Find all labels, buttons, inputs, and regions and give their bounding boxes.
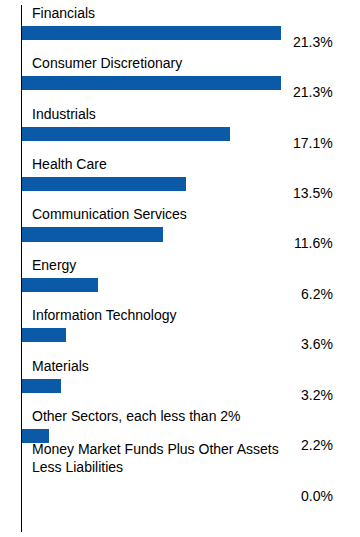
svg-text:21.3%: 21.3%: [293, 84, 333, 100]
svg-text:Energy: Energy: [32, 257, 76, 273]
svg-text:3.2%: 3.2%: [301, 387, 333, 403]
svg-text:11.6%: 11.6%: [294, 235, 333, 251]
svg-text:Financials: Financials: [32, 5, 95, 21]
svg-text:13.5%: 13.5%: [293, 185, 333, 201]
svg-text:Materials: Materials: [32, 358, 89, 374]
svg-text:Consumer Discretionary: Consumer Discretionary: [32, 55, 182, 71]
svg-text:0.0%: 0.0%: [301, 488, 333, 504]
svg-text:Health Care: Health Care: [32, 156, 107, 172]
svg-text:Industrials: Industrials: [32, 106, 96, 122]
svg-text:Money Market Funds Plus Other: Money Market Funds Plus Other AssetsLess…: [32, 441, 279, 475]
svg-text:6.2%: 6.2%: [301, 286, 333, 302]
svg-text:17.1%: 17.1%: [293, 135, 333, 151]
svg-text:Other Sectors, each less than: Other Sectors, each less than 2%: [32, 408, 241, 424]
svg-text:Communication Services: Communication Services: [32, 206, 187, 222]
svg-text:Information Technology: Information Technology: [32, 307, 177, 323]
svg-text:3.6%: 3.6%: [301, 336, 333, 352]
svg-text:2.2%: 2.2%: [301, 437, 333, 453]
svg-text:21.3%: 21.3%: [293, 34, 333, 50]
